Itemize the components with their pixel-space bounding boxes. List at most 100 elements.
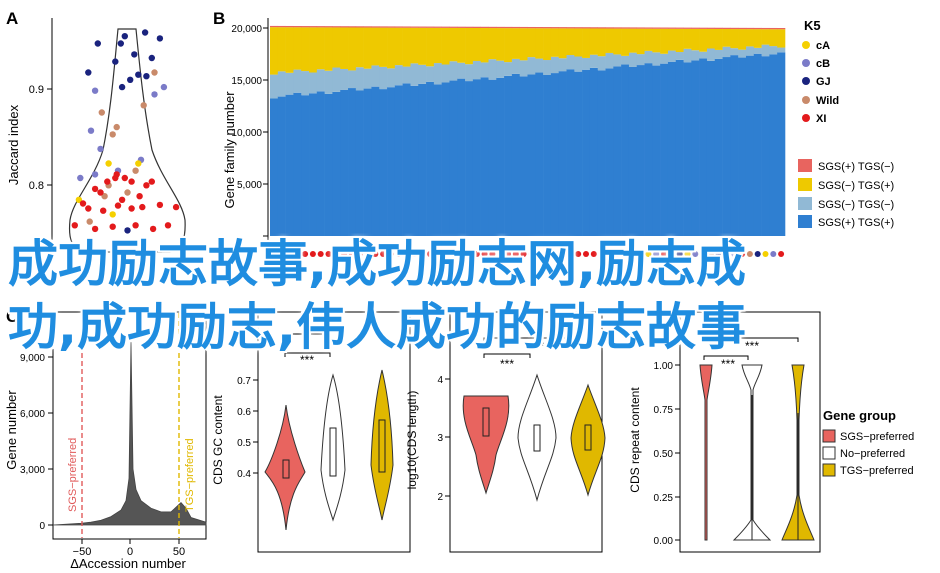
- panel-a-point: [172, 203, 180, 211]
- panel-b-bar-sgs-minus-tgs-plus: [738, 29, 747, 50]
- panel-b-bar-sgs-minus-tgs-plus: [472, 28, 481, 61]
- panel-b-accession-dot: [489, 251, 496, 257]
- panel-b-bar-sgs-plus-tgs-minus: [496, 26, 505, 29]
- panel-b-bar-sgs-minus-tgs-minus: [714, 49, 723, 59]
- panel-b-accession-dot: [473, 251, 480, 257]
- panel-b-bar-sgs-plus-tgs-plus: [777, 52, 786, 237]
- panel-b-bar-sgs-minus-tgs-minus: [418, 64, 427, 84]
- panel-b-bar-sgs-minus-tgs-plus: [348, 27, 357, 71]
- panel-a-point: [148, 178, 155, 185]
- panel-b-bar-sgs-plus-tgs-minus: [730, 27, 739, 30]
- panel-b-bar-sgs-minus-tgs-minus: [675, 52, 684, 60]
- panel-b-bar-sgs-minus-tgs-plus: [504, 28, 513, 63]
- panel-b-bar-sgs-minus-tgs-minus: [769, 46, 778, 55]
- panel-b-bar-sgs-minus-tgs-minus: [519, 60, 528, 77]
- legend-b-swatch: [798, 159, 812, 172]
- panel-c-annotation-sgs: SGS−preferred: [67, 438, 79, 512]
- panel-a-point: [128, 178, 135, 185]
- panel-b-accession-dot: [434, 251, 441, 257]
- panel-b-bar-sgs-minus-tgs-plus: [683, 28, 692, 49]
- panel-b-bar-sgs-plus-tgs-minus: [691, 27, 700, 29]
- panel-a-point: [75, 196, 83, 203]
- panel-b-accession-dot: [450, 251, 457, 257]
- panel-b-bar-sgs-minus-tgs-minus: [449, 61, 458, 81]
- panel-b-bar-sgs-plus-tgs-minus: [543, 27, 552, 29]
- panel-a-point: [91, 87, 99, 94]
- panel-b-bar-sgs-plus-tgs-minus: [379, 26, 388, 28]
- panel-b-bar-sgs-minus-tgs-minus: [730, 48, 739, 56]
- panel-b-accession-dot: [505, 251, 511, 257]
- panel-a-point: [104, 178, 111, 185]
- panel-b-bar-sgs-minus-tgs-minus: [652, 52, 661, 66]
- panel-a-point: [113, 123, 120, 131]
- panel-b-bar-sgs-minus-tgs-minus: [699, 51, 708, 59]
- panel-b-bar-sgs-plus-tgs-minus: [433, 26, 442, 28]
- panel-b-accession-dot: [684, 251, 691, 257]
- panel-b-bar-sgs-minus-tgs-plus: [480, 28, 489, 63]
- panel-d2-box: [533, 424, 541, 452]
- panel-b-bar-sgs-minus-tgs-minus: [379, 66, 388, 90]
- panel-b-accession-dot: [270, 251, 277, 257]
- panel-b-accession-dot: [395, 251, 402, 257]
- panel-a-point: [114, 202, 122, 209]
- panel-b-bar-sgs-minus-tgs-plus: [449, 27, 458, 62]
- panel-b-bar-sgs-plus-tgs-plus: [402, 83, 411, 236]
- panel-b-bar-sgs-plus-tgs-minus: [722, 27, 731, 30]
- panel-b-bar-sgs-minus-tgs-minus: [566, 55, 575, 70]
- panel-b-bar-sgs-minus-tgs-minus: [402, 66, 411, 84]
- panel-b-bar-sgs-minus-tgs-plus: [730, 29, 739, 49]
- panel-b-accession-dot: [520, 251, 527, 257]
- panel-a-point: [143, 182, 150, 189]
- panel-b-bar-sgs-plus-tgs-minus: [777, 28, 786, 30]
- panel-d3-violin-sgs: [699, 364, 713, 541]
- panel-b-bar-sgs-plus-tgs-plus: [519, 76, 528, 236]
- panel-b-bar-sgs-plus-tgs-minus: [574, 27, 583, 29]
- panel-b-bar-sgs-plus-tgs-plus: [387, 87, 396, 237]
- panel-b-bar-sgs-minus-tgs-plus: [527, 28, 536, 58]
- legend-k5-marker-wild: [802, 96, 810, 104]
- panel-b-bar-sgs-plus-tgs-plus: [504, 75, 513, 236]
- panel-b-bar-sgs-minus-tgs-plus: [582, 28, 591, 58]
- panel-b-bar-sgs-minus-tgs-plus: [543, 28, 552, 61]
- panel-d1-ytick-label: 0.6: [237, 407, 251, 418]
- panel-b-bar-sgs-plus-tgs-plus: [480, 77, 489, 236]
- panel-b-bar-sgs-minus-tgs-plus: [714, 28, 723, 50]
- panel-c: SGS−preferred TGS−preferred 0 3,000 6,00…: [4, 311, 207, 571]
- legend-k5-label-ca: cA: [816, 40, 830, 52]
- panel-b-bar-sgs-plus-tgs-minus: [605, 27, 614, 29]
- panel-b-accession-dot: [606, 251, 613, 257]
- panel-b-bar-sgs-plus-tgs-minus: [597, 27, 606, 29]
- legend-k5-label-cb: cB: [816, 58, 830, 70]
- panel-b-accession-dot: [575, 251, 582, 257]
- panel-b-bar-sgs-plus-tgs-plus: [301, 95, 310, 236]
- panel-d1-violin-no: [320, 373, 346, 522]
- panel-d3-ytick-label: 1.00: [654, 361, 674, 372]
- panel-a-points: [71, 29, 180, 234]
- legend-gene-group-label: TGS−preferred: [840, 465, 914, 477]
- panel-a-point: [91, 225, 99, 233]
- panel-b-bar-sgs-minus-tgs-plus: [745, 29, 755, 47]
- panel-b-bar-sgs-plus-tgs-minus: [582, 27, 591, 29]
- panel-b-bar-sgs-plus-tgs-plus: [379, 89, 388, 236]
- panel-d1-significance: ***: [329, 339, 343, 353]
- panel-b-accession-dot: [551, 251, 558, 257]
- panel-b-bar-sgs-minus-tgs-minus: [340, 68, 349, 90]
- panel-b-bar-sgs-plus-tgs-plus: [628, 66, 638, 236]
- panel-a-point: [85, 205, 92, 212]
- panel-b-accession-dot: [419, 251, 426, 257]
- panel-b-bar-sgs-minus-tgs-plus: [441, 27, 450, 65]
- panel-b-bar-sgs-plus-tgs-plus: [472, 79, 481, 236]
- panel-b-bar-sgs-plus-tgs-minus: [636, 27, 645, 29]
- panel-a-point: [132, 222, 139, 229]
- panel-b-bar-sgs-minus-tgs-plus: [465, 27, 474, 65]
- panel-b-bar-sgs-minus-tgs-minus: [543, 60, 552, 75]
- panel-b-bar-sgs-minus-tgs-minus: [574, 56, 583, 72]
- panel-b-bar-sgs-minus-tgs-minus: [270, 74, 279, 99]
- panel-a-point: [160, 83, 168, 91]
- panel-b-bar-sgs-plus-tgs-plus: [543, 74, 552, 237]
- panel-b-bar-sgs-minus-tgs-plus: [644, 28, 653, 51]
- panel-b-bar-sgs-minus-tgs-minus: [426, 66, 435, 82]
- panel-b-accession-dot: [458, 251, 465, 257]
- panel-d1-bracket: [284, 352, 331, 357]
